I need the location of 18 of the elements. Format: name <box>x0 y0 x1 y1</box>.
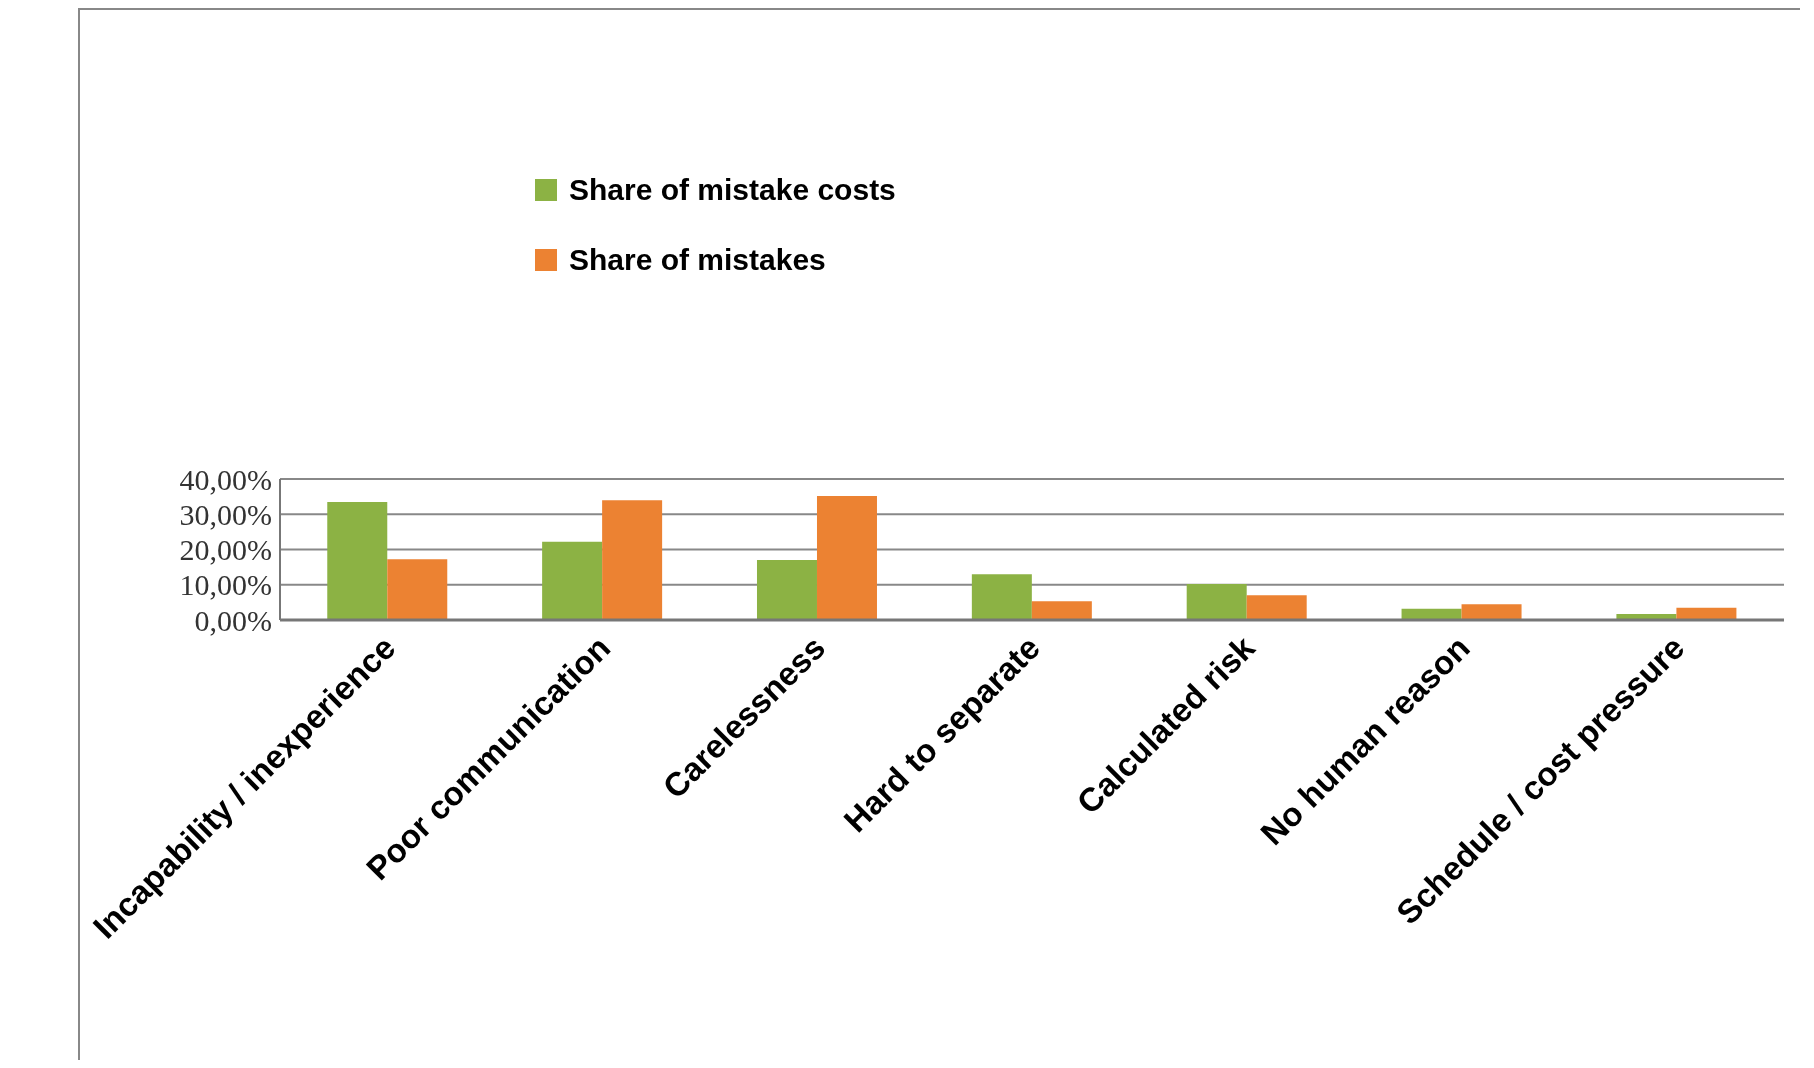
bar <box>602 500 663 620</box>
bar <box>816 495 877 620</box>
y-tick-label: 20,00% <box>179 533 272 567</box>
bar <box>1461 604 1522 620</box>
bar <box>1246 595 1307 620</box>
legend-label: Share of mistakes <box>569 243 826 277</box>
bar <box>1186 584 1247 620</box>
legend-label: Share of mistake costs <box>569 173 896 207</box>
y-tick-label: 10,00% <box>179 568 272 602</box>
y-tick-label: 0,00% <box>194 603 272 637</box>
bar <box>971 574 1032 620</box>
bar <box>327 501 388 620</box>
bar <box>756 560 817 620</box>
y-tick-label: 30,00% <box>179 497 272 531</box>
bar <box>542 541 603 620</box>
bar <box>387 559 448 620</box>
bar <box>1031 601 1092 620</box>
y-tick-label: 40,00% <box>179 462 272 496</box>
